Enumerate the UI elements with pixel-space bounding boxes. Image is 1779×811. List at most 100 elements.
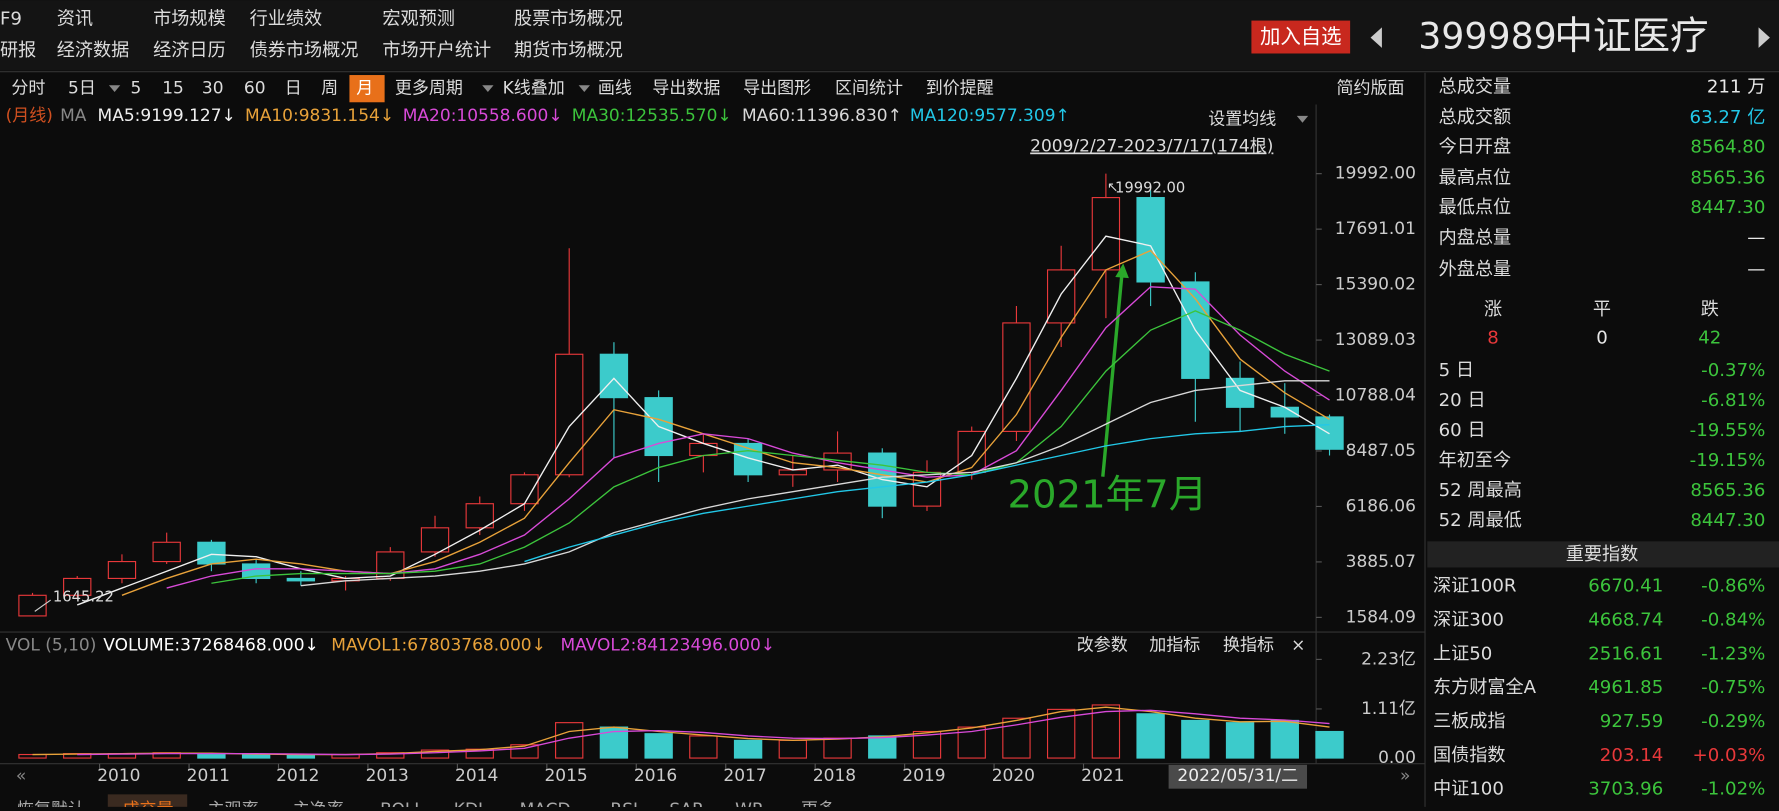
- y-tick-label: 13089.03: [1335, 330, 1416, 350]
- bottom-tab[interactable]: MACD: [520, 800, 571, 811]
- menu-item[interactable]: 资讯: [57, 8, 93, 29]
- toolbar-button[interactable]: 15: [162, 79, 184, 99]
- volume-bar: [868, 735, 897, 759]
- volume-bar: [1225, 722, 1255, 759]
- period-value: 8447.30: [1690, 510, 1765, 531]
- cursor-label: 2022/05/31/二: [1177, 766, 1298, 786]
- bottom-tab[interactable]: 成交量: [123, 800, 174, 811]
- index-name[interactable]: 东方财富全A: [1433, 677, 1537, 698]
- legend-entry: MA30:12535.570↓: [572, 106, 732, 126]
- candle-body: [1225, 377, 1255, 408]
- y-tick-label: 10788.04: [1335, 386, 1416, 406]
- indices-heading-bg: [1427, 541, 1779, 568]
- menu-item[interactable]: 行业绩效: [250, 8, 323, 29]
- indicator-button[interactable]: 改参数: [1077, 636, 1128, 656]
- add-button[interactable]: 加入自选: [1260, 25, 1342, 49]
- toolbar-button[interactable]: 画线: [598, 79, 632, 99]
- index-change: -1.02%: [1701, 779, 1765, 800]
- toolbar-button[interactable]: 30: [202, 79, 224, 99]
- line-series: [77, 709, 1330, 756]
- scroll-right[interactable]: »: [1400, 766, 1410, 786]
- toolbar-button[interactable]: 更多周期: [395, 79, 463, 99]
- next-arrow[interactable]: [1758, 27, 1770, 48]
- candle-body: [420, 527, 450, 553]
- index-name[interactable]: 三板成指: [1433, 711, 1506, 732]
- index-value: 3703.96: [1588, 779, 1663, 800]
- quote-label: 最低点位: [1439, 197, 1512, 218]
- toolbar-button[interactable]: 简约版面: [1337, 79, 1405, 99]
- candle-body: [1046, 269, 1076, 324]
- ma-setting[interactable]: 设置均线: [1208, 109, 1276, 129]
- scroll-left[interactable]: «: [16, 766, 26, 786]
- quote-label: 最高点位: [1439, 167, 1512, 188]
- toolbar-button[interactable]: 周: [321, 79, 338, 99]
- x-tick-label: 2012: [276, 766, 319, 786]
- add-button-bg[interactable]: [1251, 20, 1351, 54]
- toolbar-button[interactable]: 分时: [11, 79, 45, 99]
- y-tick-label: 15390.02: [1335, 275, 1416, 295]
- menu-item[interactable]: 股票市场概况: [514, 8, 623, 29]
- legend-entry: MAVOL1:67803768.000↓: [331, 636, 546, 656]
- toolbar-button[interactable]: K线叠加: [503, 79, 565, 99]
- toolbar-button[interactable]: 60: [244, 79, 266, 99]
- menu-item[interactable]: 市场规模: [153, 8, 226, 29]
- menu-item[interactable]: 经济日历: [153, 40, 226, 61]
- index-value: 4961.85: [1588, 677, 1663, 698]
- menu-item[interactable]: 宏观预测: [382, 8, 455, 29]
- toolbar-button[interactable]: 到价提醒: [926, 79, 994, 99]
- menu-item[interactable]: F9: [0, 8, 22, 29]
- index-value: 927.59: [1600, 711, 1663, 732]
- indices-title: 重要指数: [1566, 544, 1639, 565]
- bottom-tab[interactable]: SAR: [669, 800, 704, 811]
- index-change: +0.03%: [1693, 745, 1766, 766]
- breadth-value: 0: [1596, 327, 1608, 348]
- quote-value: 8564.80: [1690, 137, 1765, 158]
- menu-item[interactable]: 经济数据: [57, 40, 130, 61]
- legend-entry: MA60:11396.830↑: [742, 106, 902, 126]
- breadth-label: 平: [1593, 299, 1611, 320]
- bottom-tab[interactable]: 更多: [801, 800, 835, 811]
- index-name[interactable]: 上证50: [1433, 643, 1492, 664]
- menu-item[interactable]: 债券市场概况: [250, 40, 359, 61]
- quote-label: 今日开盘: [1439, 137, 1512, 158]
- bottom-tab[interactable]: 恢复默认: [17, 800, 85, 811]
- toolbar-button[interactable]: 月: [356, 79, 373, 99]
- toolbar-button[interactable]: 5日: [68, 79, 96, 99]
- volume-bar: [420, 749, 450, 759]
- bottom-tab[interactable]: WR: [735, 800, 764, 811]
- index-name[interactable]: 中证100: [1433, 779, 1504, 800]
- y-tick-label: 1.11亿: [1361, 699, 1416, 719]
- bottom-tab[interactable]: KDJ: [454, 800, 483, 811]
- menu-item[interactable]: 期货市场概况: [514, 40, 623, 61]
- bottom-tab[interactable]: 主观率: [208, 800, 259, 811]
- index-name[interactable]: 国债指数: [1433, 745, 1506, 766]
- candle-body: [1270, 406, 1299, 418]
- period-label: 60 日: [1439, 420, 1486, 441]
- x-tick-label: 2017: [723, 766, 766, 786]
- volume-bar: [1181, 719, 1210, 759]
- close-button[interactable]: ×: [1291, 636, 1305, 656]
- period-label: 52 周最低: [1439, 510, 1522, 531]
- index-name[interactable]: 深证100R: [1433, 576, 1517, 597]
- dropdown-arrow: [1296, 115, 1309, 123]
- index-change: -0.86%: [1701, 576, 1765, 597]
- toolbar-button[interactable]: 日: [285, 79, 302, 99]
- annotation: 2021年7月: [1007, 473, 1207, 518]
- menu-item[interactable]: 市场开户统计: [382, 40, 491, 61]
- legend-entry: MA5:9199.127↓: [98, 106, 236, 126]
- bottom-tab[interactable]: RSI: [610, 800, 638, 811]
- indicator-button[interactable]: 换指标: [1223, 636, 1274, 656]
- menu-item[interactable]: 研报: [0, 40, 36, 61]
- toolbar-button[interactable]: 5: [130, 79, 141, 99]
- bottom-tab[interactable]: 主净率: [293, 800, 344, 811]
- toolbar-button[interactable]: 导出图形: [743, 79, 811, 99]
- prev-arrow[interactable]: [1370, 27, 1382, 48]
- volume-bar: [644, 733, 673, 759]
- bottom-tab[interactable]: BOLL: [380, 800, 424, 811]
- toolbar-button[interactable]: 区间统计: [835, 79, 903, 99]
- toolbar-button[interactable]: 导出数据: [652, 79, 720, 99]
- index-name[interactable]: 深证300: [1433, 610, 1504, 631]
- indicator-button[interactable]: 加指标: [1149, 636, 1200, 656]
- period-label: 52 周最高: [1439, 480, 1522, 501]
